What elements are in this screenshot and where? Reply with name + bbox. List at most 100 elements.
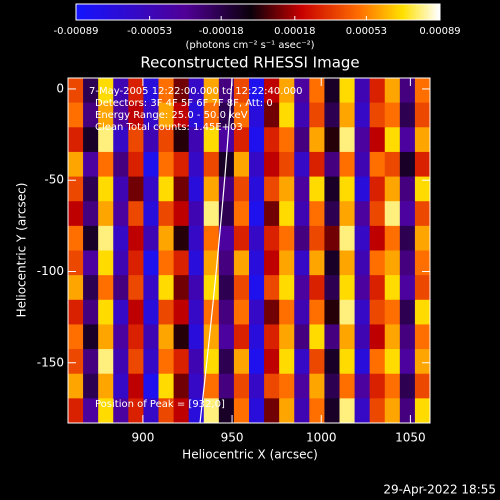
colorbar-swatch xyxy=(354,4,357,20)
heatmap-cell xyxy=(68,250,84,276)
heatmap-cell xyxy=(98,349,114,375)
heatmap-cell xyxy=(233,349,250,375)
colorbar-swatch xyxy=(120,4,123,20)
heatmap-cell xyxy=(414,151,431,178)
heatmap-cell xyxy=(203,398,220,424)
heatmap-cell xyxy=(249,151,265,178)
heatmap-cell xyxy=(309,102,325,128)
heatmap-cell xyxy=(264,78,280,104)
colorbar-swatch xyxy=(392,4,395,20)
heatmap-cell xyxy=(233,299,250,325)
heatmap-cell xyxy=(354,349,371,375)
heatmap-cell xyxy=(173,349,190,375)
heatmap-cell xyxy=(188,373,205,399)
colorbar-swatch xyxy=(378,4,381,20)
heatmap-cell xyxy=(414,299,431,325)
heatmap-cell xyxy=(83,102,99,128)
heatmap-cell xyxy=(249,299,265,325)
colorbar-swatch xyxy=(346,4,349,20)
colorbar-swatch xyxy=(214,4,217,20)
colorbar-swatch xyxy=(418,4,421,20)
heatmap-cell xyxy=(188,201,205,227)
colorbar-swatch xyxy=(278,4,281,20)
colorbar-tick-label: -0.00089 xyxy=(54,26,99,37)
heatmap-cell xyxy=(143,250,159,276)
heatmap-cell xyxy=(158,324,175,350)
heatmap-cell xyxy=(294,250,310,276)
colorbar-swatch xyxy=(108,4,111,20)
heatmap-cell xyxy=(158,275,175,301)
colorbar-swatch xyxy=(182,4,185,20)
heatmap-cell xyxy=(173,250,190,276)
heatmap-cell xyxy=(128,324,144,350)
heatmap-cell xyxy=(98,102,114,128)
colorbar-swatch xyxy=(252,4,255,20)
heatmap-cell xyxy=(369,151,386,178)
heatmap-cell xyxy=(354,299,371,325)
heatmap-cell xyxy=(309,299,325,325)
chart-title: Reconstructed RHESSI Image xyxy=(140,54,359,72)
heatmap-cell xyxy=(128,201,144,227)
heatmap-cell xyxy=(324,250,340,276)
colorbar-swatch xyxy=(316,4,319,20)
heatmap-cell xyxy=(218,127,235,153)
colorbar-swatch xyxy=(200,4,203,20)
colorbar-swatch xyxy=(328,4,331,20)
heatmap-cell xyxy=(113,78,129,104)
heatmap-cell xyxy=(294,275,310,301)
heatmap-cell xyxy=(98,373,114,399)
heatmap-cell xyxy=(414,78,431,104)
heatmap-cell xyxy=(294,225,310,251)
colorbar-swatch xyxy=(340,4,343,20)
heatmap-cell xyxy=(294,102,310,128)
colorbar-swatch xyxy=(210,4,213,20)
heatmap-cell xyxy=(399,275,416,301)
heatmap-cell xyxy=(68,151,84,178)
heatmap-cell xyxy=(279,349,295,375)
heatmap-cell xyxy=(264,349,280,375)
x-tick-label: 950 xyxy=(221,431,244,445)
heatmap-cell xyxy=(68,78,84,104)
colorbar-swatch xyxy=(406,4,409,20)
colorbar-tick-label: -0.00053 xyxy=(127,26,172,37)
colorbar-swatch xyxy=(266,4,269,20)
annotation: Clean Total counts: 1.45E+03 xyxy=(95,122,243,133)
colorbar-swatch xyxy=(146,4,149,20)
heatmap-cell xyxy=(294,299,310,325)
heatmap-cell xyxy=(414,102,431,128)
heatmap-cell xyxy=(203,176,220,202)
colorbar-swatch xyxy=(224,4,227,20)
heatmap-cell xyxy=(203,324,220,350)
heatmap-cell xyxy=(264,225,280,251)
colorbar-swatch xyxy=(344,4,347,20)
heatmap-cell xyxy=(98,176,114,202)
heatmap-cell xyxy=(399,127,416,153)
colorbar-swatch xyxy=(140,4,143,20)
colorbar-swatch xyxy=(336,4,339,20)
heatmap-cell xyxy=(233,373,250,399)
colorbar-swatch xyxy=(334,4,337,20)
heatmap-cell xyxy=(143,151,159,178)
colorbar-swatch xyxy=(180,4,183,20)
heatmap-cell xyxy=(309,127,325,153)
heatmap-cell xyxy=(68,201,84,227)
heatmap-cell xyxy=(264,151,280,178)
heatmap-cell xyxy=(158,349,175,375)
colorbar-swatch xyxy=(434,4,437,20)
colorbar-swatch xyxy=(166,4,169,20)
heatmap-cell xyxy=(294,151,310,178)
heatmap-cell xyxy=(188,127,205,153)
heatmap-cell xyxy=(324,102,340,128)
colorbar-swatch xyxy=(218,4,221,20)
heatmap-cell xyxy=(249,349,265,375)
heatmap-cell xyxy=(294,373,310,399)
colorbar-swatch xyxy=(286,4,289,20)
heatmap-cell xyxy=(128,127,144,153)
heatmap-cell xyxy=(233,201,250,227)
colorbar-swatch xyxy=(432,4,435,20)
heatmap-cell xyxy=(143,299,159,325)
heatmap-cell xyxy=(158,373,175,399)
heatmap-cell xyxy=(173,176,190,202)
heatmap-cell xyxy=(233,151,250,178)
heatmap-cell xyxy=(369,78,386,104)
